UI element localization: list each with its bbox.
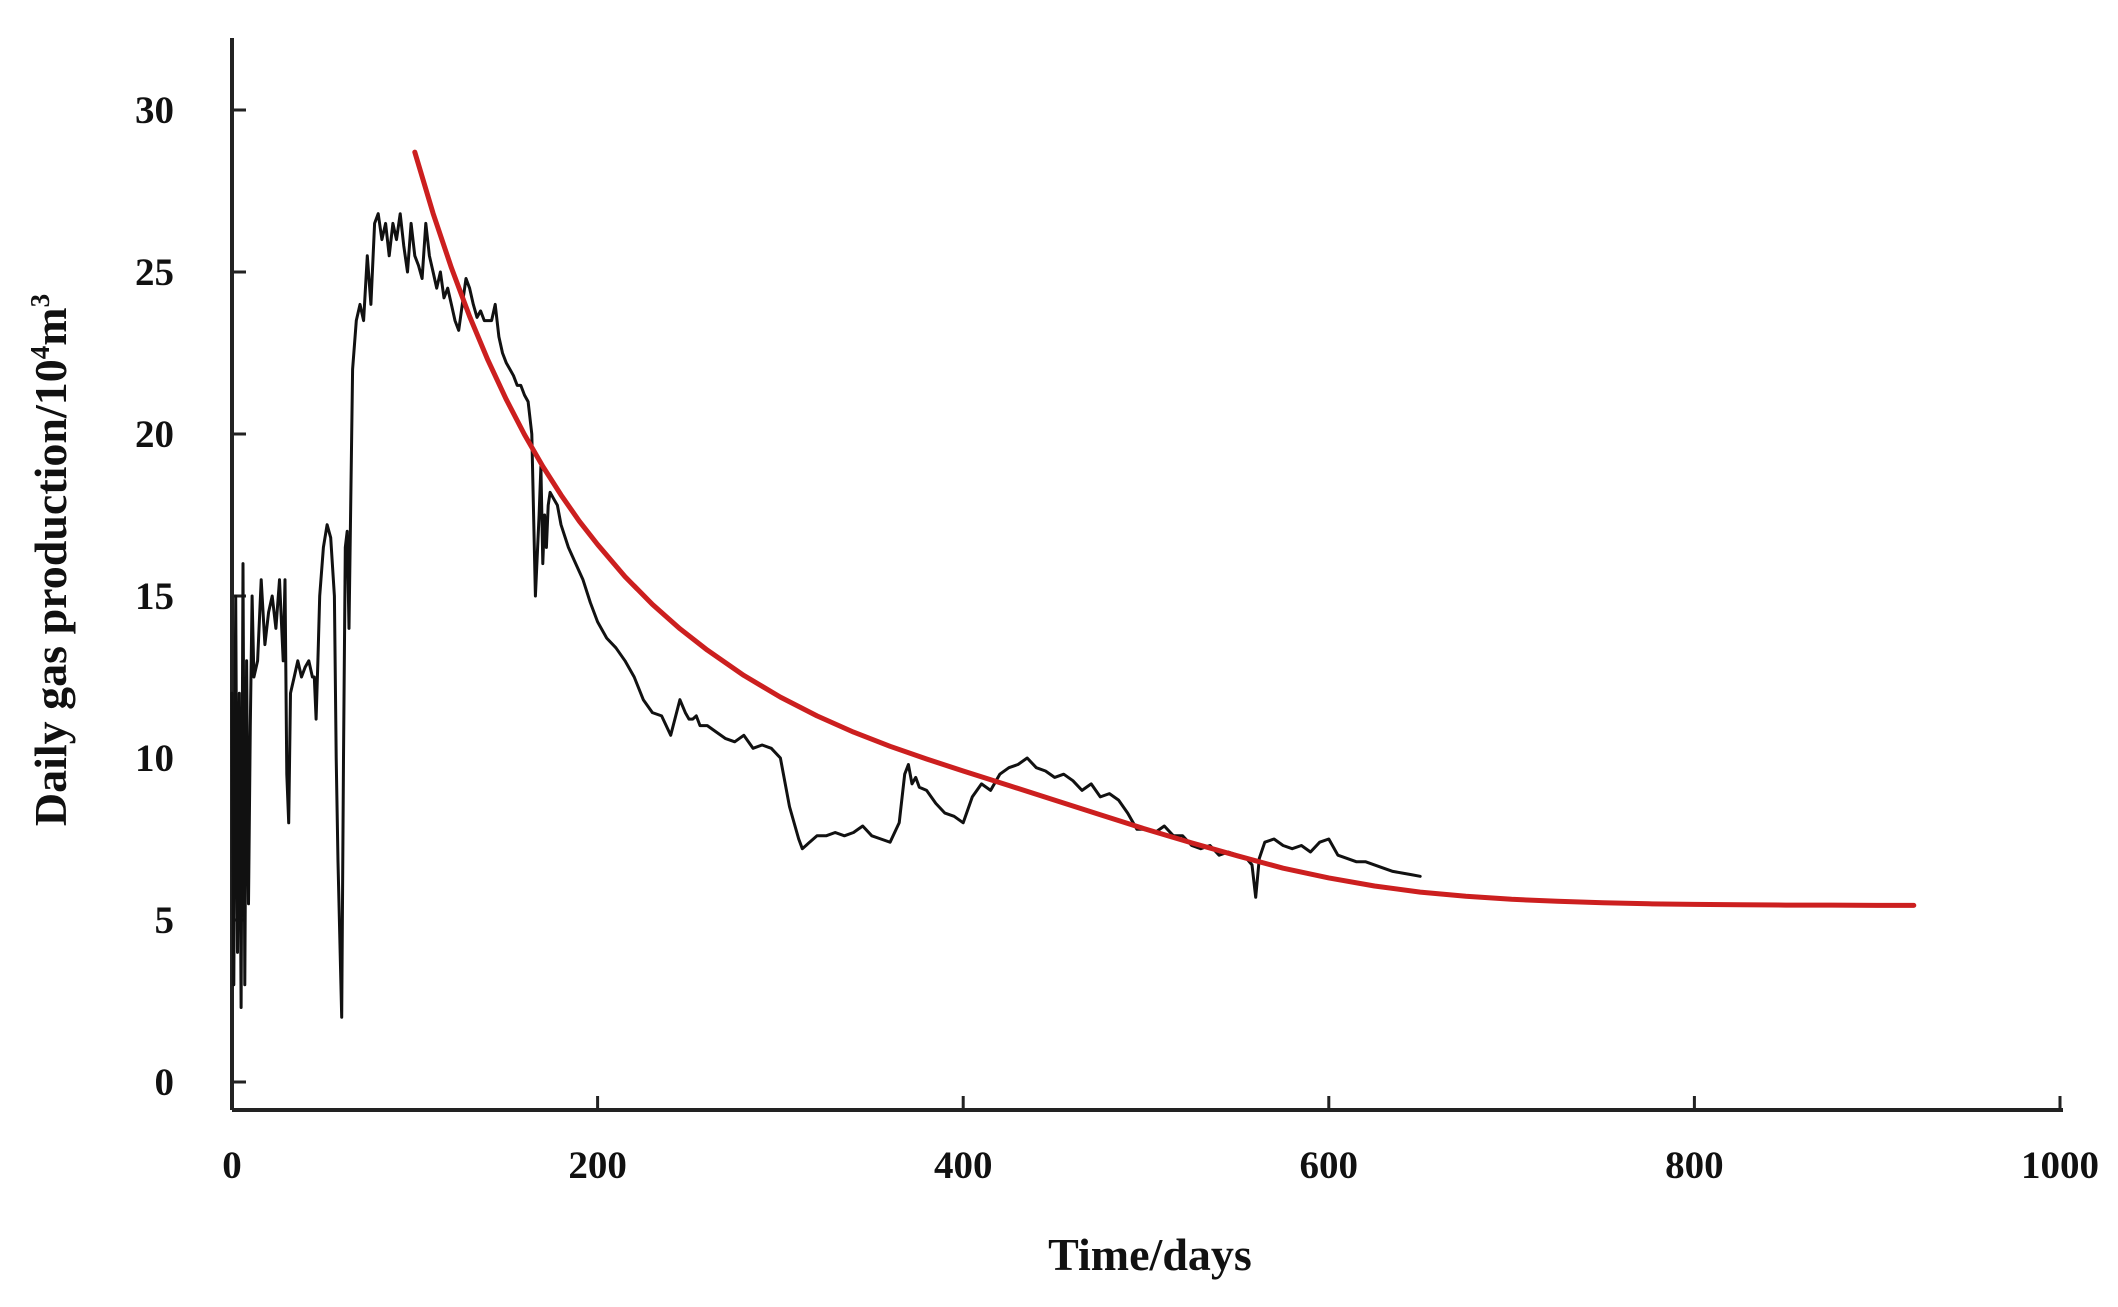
y-tick-label: 10 (135, 737, 174, 780)
x-axis-title: Time/days (1048, 1229, 1252, 1280)
y-tick-label: 5 (155, 899, 175, 942)
y-axis-title-sup-1: 4 (25, 346, 55, 360)
axes (230, 38, 2063, 1112)
x-ticks: 0 200 400 600 800 1000 (222, 1096, 2099, 1187)
series-layer (230, 149, 1917, 1019)
x-tick-label: 400 (934, 1144, 993, 1187)
x-tick-label: 800 (1665, 1144, 1724, 1187)
y-axis-title-unit: m (25, 307, 76, 345)
x-tick-label: 200 (568, 1144, 627, 1187)
y-tick-label: 20 (135, 413, 174, 456)
y-axis-title-sup-2: 3 (25, 294, 55, 308)
x-tick-label: 600 (1300, 1144, 1359, 1187)
y-axis-title-main: Daily gas production/10 (25, 359, 76, 826)
series-line-actual-production (230, 212, 1422, 1019)
y-tick-label: 15 (135, 575, 174, 618)
y-tick-label: 25 (135, 251, 174, 294)
y-tick-label: 30 (135, 89, 174, 132)
y-axis-title: Daily gas production/104m3 (25, 294, 76, 826)
y-ticks: 0 5 10 15 20 25 30 (135, 89, 246, 1104)
y-tick-label: 0 (155, 1061, 175, 1104)
x-tick-label: 0 (222, 1144, 242, 1187)
series-line-fitted-decline (412, 149, 1917, 908)
x-tick-label: 1000 (2021, 1144, 2099, 1187)
